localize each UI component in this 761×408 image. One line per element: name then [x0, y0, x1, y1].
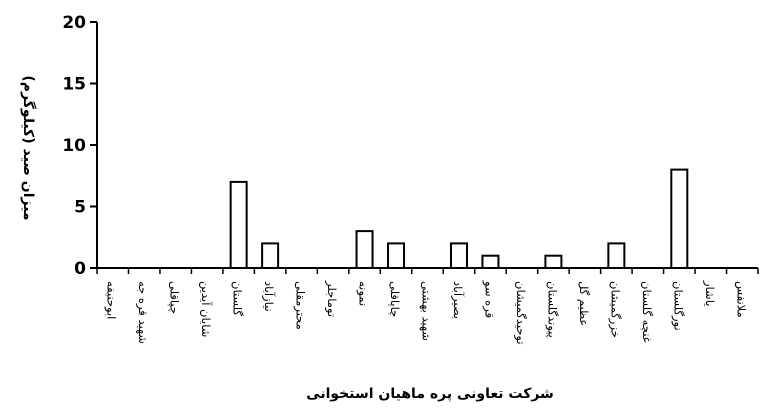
bar — [670, 168, 689, 270]
bar — [229, 180, 248, 269]
x-tick-label: یاشار — [702, 280, 717, 306]
y-tick-label: 10 — [62, 136, 86, 156]
bars — [229, 168, 689, 270]
y-tick-label: 15 — [62, 75, 86, 95]
x-tick-label: شهید بهشتی — [420, 281, 434, 341]
bar — [261, 242, 280, 269]
x-tick-label: قره سو — [481, 280, 496, 318]
x-tick-label: چاپاقلی — [388, 281, 402, 317]
y-tick-label: 20 — [62, 13, 86, 33]
x-tick-label: توحیدگمیشان — [513, 281, 528, 345]
x-axis-title: شرکت تعاونی پره ماهیان استخوانی — [306, 386, 554, 402]
x-tick-label: چپاقلی — [168, 281, 182, 314]
y-tick-label: 0 — [74, 259, 86, 279]
bar — [355, 230, 374, 270]
x-tick-label: خزرگمیشان — [607, 281, 622, 338]
x-tick-label: شایان آیدین — [198, 281, 213, 337]
x-tick-label: غنچه گلستان — [640, 281, 654, 343]
x-tick-label: نمونه — [356, 281, 371, 306]
x-tick-label: پیوندگلستان — [544, 281, 559, 338]
x-tick-label: عظیم گل — [577, 281, 591, 326]
x-tick-label: توماجلر — [324, 280, 339, 317]
category-labels: ابوحنیفه شهید قره جه چپاقلی شایان آیدین گلست… — [104, 280, 749, 345]
x-tick-label: نورگلستان — [670, 281, 685, 331]
bar — [544, 254, 563, 269]
x-tick-label: ابوحنیفه — [104, 281, 119, 319]
x-tick-label: ملانفس — [733, 281, 748, 318]
bar — [387, 242, 406, 269]
bar — [481, 254, 500, 269]
y-axis: 0 5 10 15 20 — [62, 13, 98, 279]
x-tick-label: بصیرآباد — [450, 281, 465, 319]
y-axis-title: میزان صید (کیلوگرم) — [20, 75, 37, 220]
x-tick-label: شهید قره جه — [135, 281, 150, 344]
x-tick-label: محترمقلی — [293, 281, 308, 330]
bar — [449, 242, 468, 269]
bar — [607, 242, 626, 269]
x-tick-label: نیازآباد — [261, 281, 276, 312]
y-tick-label: 5 — [74, 198, 86, 218]
x-axis — [96, 267, 759, 274]
x-tick-label: گلستان — [231, 281, 245, 316]
